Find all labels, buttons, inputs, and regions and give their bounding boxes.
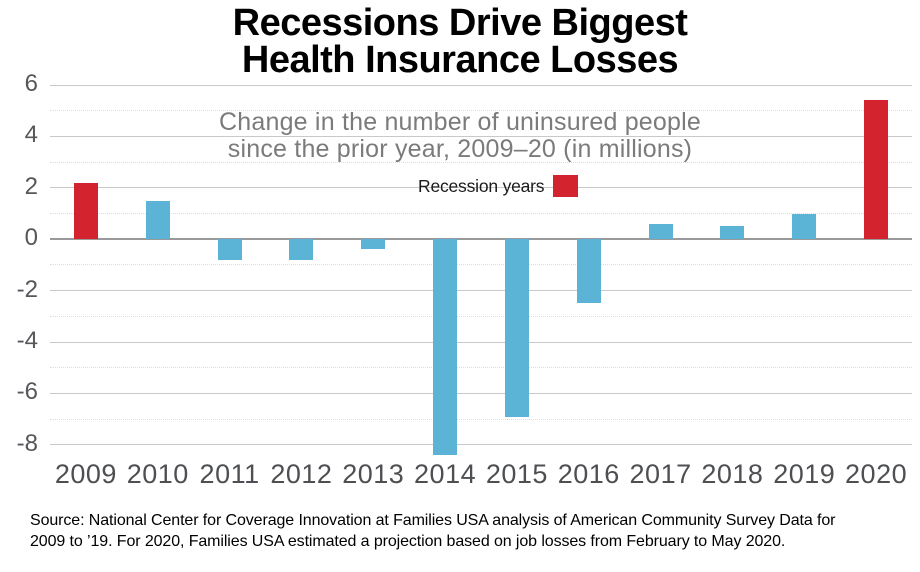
- x-tick-2013: 2013: [342, 459, 405, 489]
- bar-2010: [145, 200, 170, 240]
- y-tick-6: 6: [24, 69, 38, 97]
- x-tick-2011: 2011: [199, 459, 260, 489]
- recession-swatch-icon: [553, 175, 579, 197]
- minor-gridline--1: [50, 264, 912, 266]
- minor-gridline--5: [50, 367, 912, 369]
- chart-subtitle: Change in the number of uninsured people…: [0, 109, 920, 163]
- x-axis: 2009 2010 2011 2012 2013 2014 2015 2016 2017 2018…: [50, 459, 912, 489]
- x-tick-2015: 2015: [485, 459, 548, 489]
- y-tick--8: -8: [16, 429, 38, 457]
- bar-2017: [648, 223, 673, 240]
- minor-gridline--7: [50, 418, 912, 420]
- plot-area: [50, 84, 912, 458]
- source-line2: 2009 to ’19. For 2020, Families USA esti…: [30, 533, 786, 550]
- y-axis: 6 4 2 0 -2 -4 -6 -8: [0, 70, 42, 458]
- bar-2020: [864, 100, 889, 240]
- minor-gridline--3: [50, 315, 912, 317]
- x-tick-2019: 2019: [773, 459, 836, 489]
- x-tick-2017: 2017: [629, 459, 692, 489]
- bar-2019: [792, 213, 817, 240]
- y-tick-0: 0: [24, 224, 38, 252]
- bar-2011: [217, 239, 242, 260]
- bar-2016: [576, 239, 601, 304]
- legend-label: Recession years: [418, 175, 545, 196]
- chart-title-line2: Health Insurance Losses: [241, 39, 679, 81]
- y-tick--2: -2: [16, 275, 38, 303]
- gridline--6: [50, 392, 912, 394]
- bar-2015: [504, 239, 529, 417]
- bar-2013: [361, 239, 386, 250]
- y-tick--4: -4: [16, 326, 38, 354]
- bar-2012: [289, 239, 314, 260]
- x-tick-2014: 2014: [414, 459, 477, 489]
- bar-2014: [433, 239, 458, 456]
- x-tick-2009: 2009: [54, 459, 117, 489]
- minor-gridline-1: [50, 213, 912, 214]
- x-tick-2010: 2010: [126, 459, 189, 489]
- bar-2009: [73, 182, 98, 240]
- x-tick-2012: 2012: [270, 459, 333, 489]
- chart-subtitle-line1: Change in the number of uninsured people: [219, 108, 701, 136]
- source-line1: Source: National Center for Coverage Inn…: [30, 512, 836, 529]
- gridline--4: [50, 341, 912, 343]
- gridline-2: [50, 187, 912, 189]
- chart-title: Recessions Drive Biggest Health Insuranc…: [0, 2, 920, 81]
- gridline--2: [50, 290, 912, 292]
- x-tick-2016: 2016: [557, 459, 620, 489]
- source-note: Source: National Center for Coverage Inn…: [30, 510, 910, 552]
- bar-2018: [720, 226, 745, 240]
- gridline--8: [50, 444, 912, 446]
- zero-line: [50, 238, 912, 241]
- x-tick-2018: 2018: [701, 459, 764, 489]
- gridline-4: [50, 135, 912, 137]
- y-tick--6: -6: [16, 378, 38, 406]
- x-tick-2020: 2020: [845, 459, 908, 489]
- minor-gridline-3: [50, 161, 912, 163]
- y-tick-4: 4: [24, 121, 38, 149]
- chart-subtitle-line2: since the prior year, 2009–20 (in millio…: [227, 135, 693, 163]
- legend: Recession years: [418, 175, 579, 197]
- minor-gridline-5: [50, 110, 912, 112]
- y-tick-2: 2: [24, 172, 38, 200]
- gridline-6: [50, 84, 912, 86]
- chart-title-line1: Recessions Drive Biggest: [232, 2, 688, 44]
